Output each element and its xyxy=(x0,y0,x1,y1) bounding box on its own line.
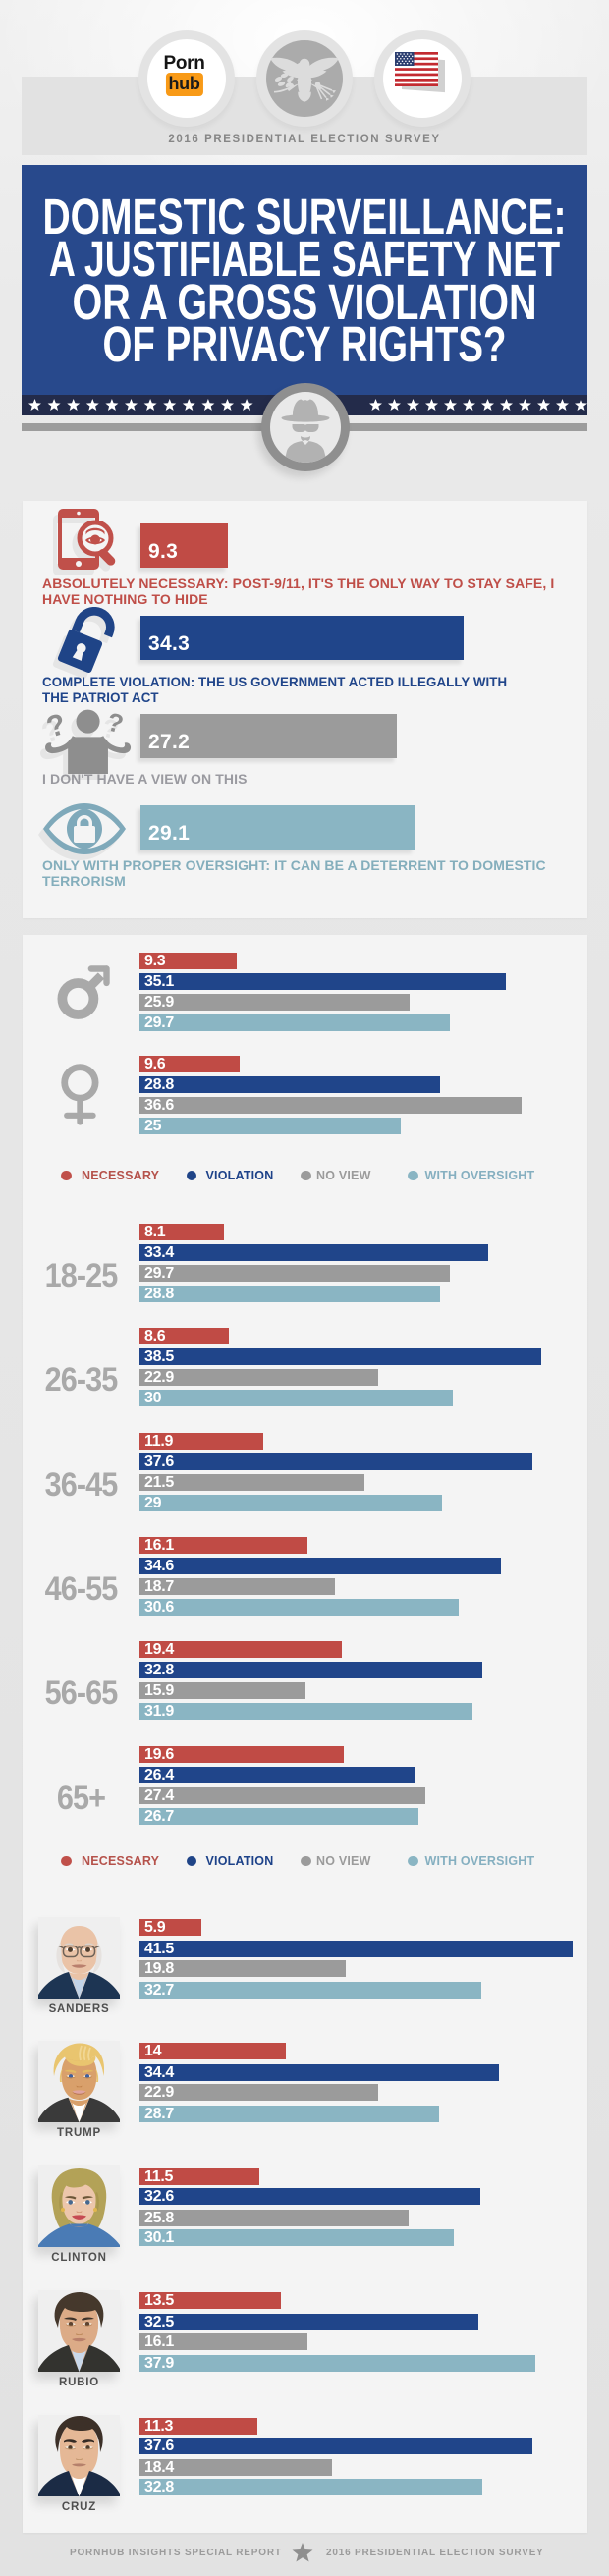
svg-text:?: ? xyxy=(43,708,70,744)
svg-text:?: ? xyxy=(104,708,127,739)
